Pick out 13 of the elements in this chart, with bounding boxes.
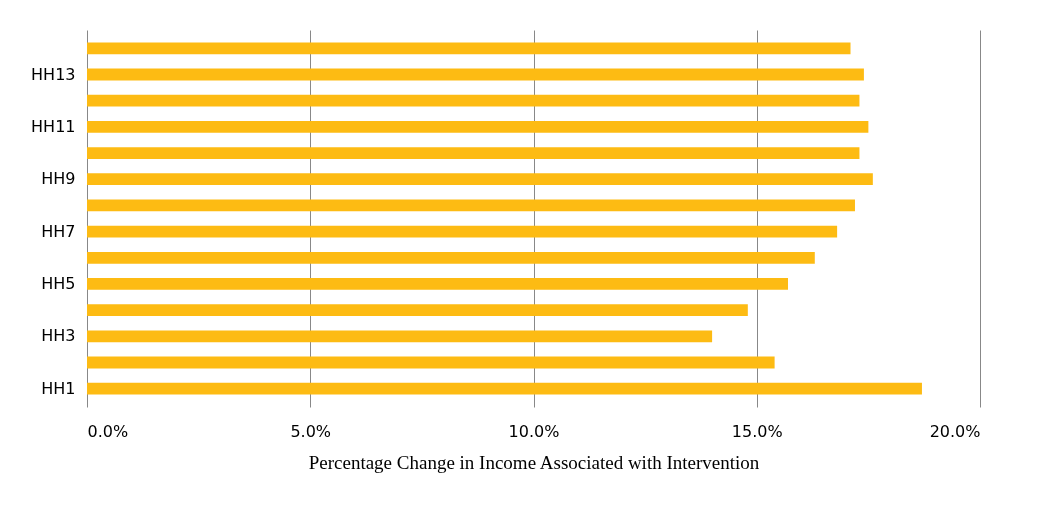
y-tick-label: HH1	[41, 378, 76, 398]
x-tick-label: 10.0%	[508, 421, 560, 441]
y-tick-label: HH9	[41, 169, 76, 189]
y-tick-label: HH5	[41, 273, 76, 293]
x-axis-title: Percentage Change in Income Associated with Intervention	[308, 451, 760, 473]
y-tick-label: HH3	[41, 326, 76, 346]
y-tick-label: HH7	[41, 221, 76, 241]
x-tick-label: 15.0%	[731, 421, 783, 441]
y-tick-label: HH13	[31, 64, 76, 84]
x-tick-label: 20.0%	[929, 421, 981, 441]
x-tick-label: 0.0%	[87, 421, 129, 441]
x-tick-label: 5.0%	[290, 421, 332, 441]
y-tick-label: HH11	[31, 116, 76, 136]
